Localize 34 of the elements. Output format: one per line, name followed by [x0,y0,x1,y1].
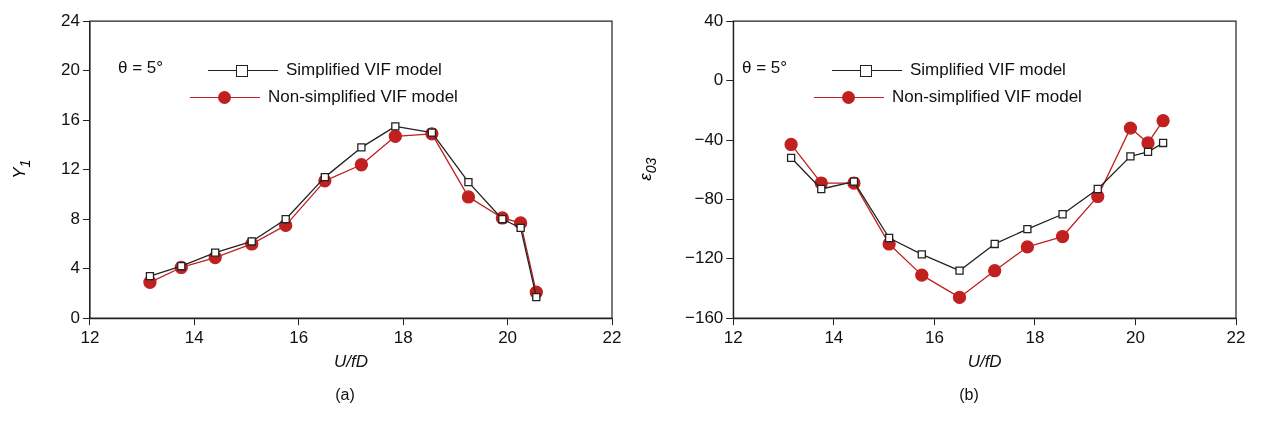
y-tick-label: 40 [704,10,724,30]
x-tick-label: 16 [924,328,944,348]
x-tick-label: 22 [602,328,622,348]
x-tick-label: 20 [498,328,518,348]
y-tick-label: 0 [713,70,724,90]
y-tick-label: 20 [60,60,80,80]
annotation: θ = 5° [118,58,164,78]
x-tick-label: 14 [184,328,204,348]
y-tick-label: 8 [70,208,80,228]
x-tick-label: 20 [1126,328,1145,348]
y-tick-label: −40 [694,129,724,149]
y-tick-label: 4 [70,258,80,278]
x-tick-label: 18 [393,328,413,348]
x-tick-label: 16 [289,328,309,348]
y-tick-label: −80 [694,189,724,209]
legend-label: Simplified VIF model [286,60,442,79]
y-tick-label: 0 [70,307,80,327]
y-tick-label: 24 [60,10,80,30]
legend-label: Simplified VIF model [910,60,1066,79]
x-tick-label: 14 [824,328,844,348]
legend-label: Non-simplified VIF model [267,86,458,108]
text: (a) [334,386,356,404]
y-tick-label: −120 [684,248,724,268]
annotation: θ = 5° [742,58,788,78]
y-tick-label: 12 [60,159,80,179]
y-tick-label: −160 [684,307,724,327]
text: (b) [958,386,980,404]
y-tick-label: 16 [60,109,80,129]
legend-label: Non-simplified VIF model [891,86,1082,108]
x-axis-title: U/fD [333,351,368,371]
x-axis-title: U/fD [967,351,1002,371]
x-tick-label: 22 [1226,328,1246,348]
x-tick-label: 12 [723,328,743,348]
x-tick-label: 18 [1025,328,1045,348]
